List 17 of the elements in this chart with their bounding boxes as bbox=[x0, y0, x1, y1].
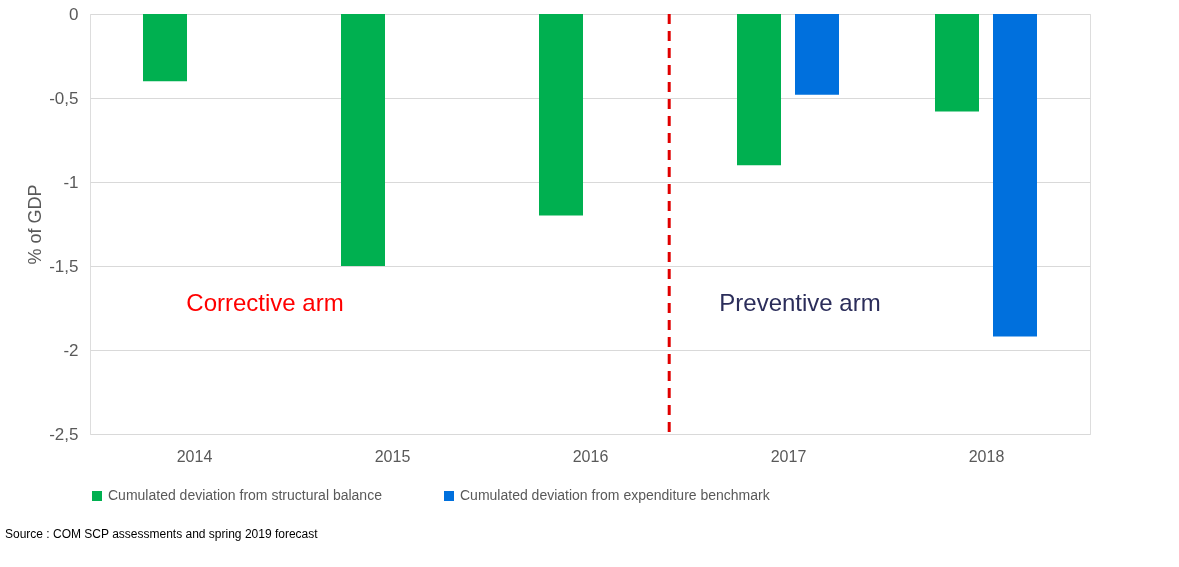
y-tick-label: -2,5 bbox=[49, 424, 79, 444]
source-note: Source : COM SCP assessments and spring 2019 forecast bbox=[5, 527, 319, 541]
y-tick-label: 0 bbox=[69, 4, 79, 24]
legend-label: Cumulated deviation from structural balance bbox=[108, 487, 383, 503]
annotation: Corrective arm bbox=[186, 289, 344, 316]
y-tick-label: -0,5 bbox=[49, 88, 79, 108]
y-tick-label: -1 bbox=[63, 172, 79, 192]
x-tick-label: 2018 bbox=[968, 447, 1005, 465]
y-axis-title: % of GDP bbox=[25, 184, 46, 265]
y-tick-label: -1,5 bbox=[49, 256, 79, 276]
annotation: Preventive arm bbox=[719, 289, 881, 316]
legend-label: Cumulated deviation from expenditure benchmark bbox=[460, 487, 771, 503]
x-tick-label: 2016 bbox=[572, 447, 609, 465]
x-tick-label: 2014 bbox=[176, 447, 213, 465]
x-tick-label: 2015 bbox=[374, 447, 411, 465]
x-tick-label: 2017 bbox=[770, 447, 807, 465]
y-tick-label: -2 bbox=[63, 340, 79, 360]
